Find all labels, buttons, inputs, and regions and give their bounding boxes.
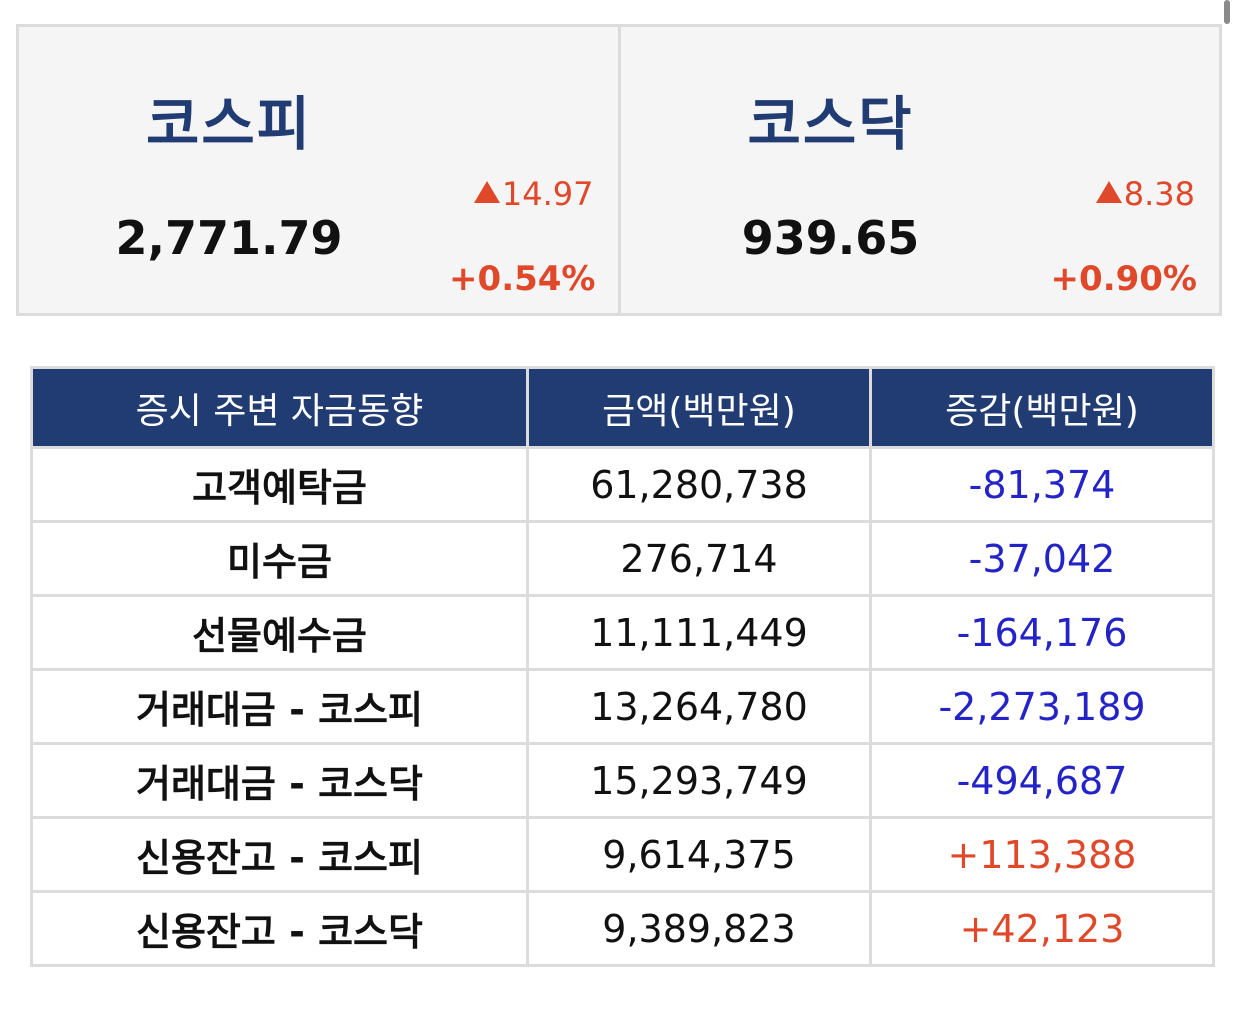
header-category: 증시 주변 자금동향 [30,366,529,449]
row-label: 거래대금 - 코스닥 [30,742,529,819]
index-change: 14.97 [473,175,594,213]
header-amount: 금액(백만원) [526,366,872,449]
index-change: 8.38 [1095,175,1195,213]
table-row: 선물예수금 11,111,449 -164,176 [30,594,1215,671]
row-delta: +42,123 [869,890,1215,967]
index-panel: 코스피 2,771.79 14.97 +0.54% 코스닥 939.65 8.3… [16,24,1222,316]
index-name: 코스닥 [747,90,914,158]
row-delta: -494,687 [869,742,1215,819]
row-amount: 9,614,375 [526,816,872,893]
index-rate: +0.90% [1050,259,1197,299]
row-amount: 11,111,449 [526,594,872,671]
row-amount: 9,389,823 [526,890,872,967]
header-delta: 증감(백만원) [869,366,1215,449]
table-row: 거래대금 - 코스피 13,264,780 -2,273,189 [30,668,1215,745]
row-amount: 276,714 [526,520,872,597]
fund-flow-table: 증시 주변 자금동향 금액(백만원) 증감(백만원) 고객예탁금 61,280,… [30,366,1215,967]
index-value: 2,771.79 [115,211,343,265]
row-delta: +113,388 [869,816,1215,893]
table-row: 고객예탁금 61,280,738 -81,374 [30,446,1215,523]
index-card-kosdaq: 코스닥 939.65 8.38 +0.90% [617,27,1220,313]
row-amount: 13,264,780 [526,668,872,745]
row-label: 신용잔고 - 코스닥 [30,890,529,967]
table-row: 거래대금 - 코스닥 15,293,749 -494,687 [30,742,1215,819]
index-change-value: 14.97 [501,175,594,213]
row-delta: -164,176 [869,594,1215,671]
row-label: 신용잔고 - 코스피 [30,816,529,893]
index-value: 939.65 [741,211,920,265]
table-row: 신용잔고 - 코스닥 9,389,823 +42,123 [30,890,1215,967]
table-row: 신용잔고 - 코스피 9,614,375 +113,388 [30,816,1215,893]
scroll-indicator[interactable] [1224,0,1230,24]
row-amount: 61,280,738 [526,446,872,523]
table-row: 미수금 276,714 -37,042 [30,520,1215,597]
up-triangle-icon [1095,181,1122,203]
index-rate: +0.54% [449,259,596,299]
row-amount: 15,293,749 [526,742,872,819]
row-label: 미수금 [30,520,529,597]
table-header-row: 증시 주변 자금동향 금액(백만원) 증감(백만원) [30,366,1215,449]
row-label: 선물예수금 [30,594,529,671]
up-triangle-icon [473,181,500,203]
index-name: 코스피 [145,90,313,158]
row-delta: -2,273,189 [869,668,1215,745]
row-label: 고객예탁금 [30,446,529,523]
row-delta: -37,042 [869,520,1215,597]
index-change-value: 8.38 [1123,175,1195,213]
row-label: 거래대금 - 코스피 [30,668,529,745]
index-card-kospi: 코스피 2,771.79 14.97 +0.54% [19,27,618,313]
row-delta: -81,374 [869,446,1215,523]
